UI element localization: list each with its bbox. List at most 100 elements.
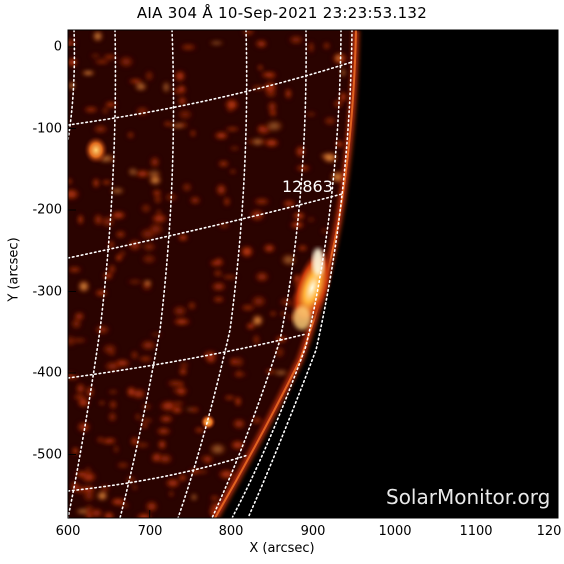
network-mottle	[266, 100, 278, 114]
network-mottle	[195, 469, 210, 475]
y-tick-label: 0	[53, 39, 62, 55]
network-mottle	[92, 124, 109, 134]
network-mottle	[95, 436, 106, 444]
network-mottle	[137, 355, 154, 363]
network-mottle	[223, 395, 237, 401]
network-mottle	[217, 468, 237, 480]
network-mottle	[134, 82, 148, 92]
network-mottle	[93, 289, 109, 297]
network-mottle	[188, 195, 202, 205]
network-mottle	[171, 304, 188, 318]
network-mottle	[262, 80, 279, 95]
network-mottle	[81, 484, 97, 495]
network-mottle	[239, 304, 257, 312]
network-mottle	[319, 153, 334, 159]
network-mottle	[208, 40, 225, 46]
network-mottle	[80, 70, 96, 76]
network-mottle	[134, 105, 150, 117]
network-mottle	[147, 222, 165, 236]
network-mottle	[211, 296, 226, 303]
network-mottle	[264, 368, 276, 375]
network-mottle	[187, 301, 197, 311]
network-mottle	[127, 78, 145, 84]
network-mottle	[173, 69, 187, 83]
network-mottle	[153, 452, 162, 458]
network-mottle	[126, 385, 137, 398]
network-mottle	[93, 324, 111, 335]
network-mottle	[109, 497, 127, 507]
network-mottle	[215, 182, 228, 197]
network-mottle	[74, 508, 90, 515]
network-mottle	[102, 510, 116, 518]
network-mottle	[131, 484, 139, 491]
network-mottle	[212, 269, 223, 278]
network-mottle	[235, 369, 243, 379]
x-tick-label: 600	[55, 524, 81, 539]
network-mottle	[250, 416, 265, 425]
network-mottle	[68, 57, 79, 68]
network-mottle	[228, 146, 241, 151]
network-mottle	[178, 43, 198, 51]
network-mottle	[134, 441, 152, 449]
network-mottle	[241, 30, 256, 37]
network-mottle	[334, 54, 343, 62]
network-mottle	[308, 40, 315, 55]
network-mottle	[229, 169, 237, 174]
network-mottle	[73, 470, 91, 479]
network-mottle	[181, 182, 193, 193]
network-mottle	[340, 66, 347, 79]
chromospheric-network	[68, 30, 349, 518]
active-region-label: 12863	[282, 177, 333, 196]
network-mottle	[306, 217, 316, 223]
network-mottle	[177, 84, 187, 94]
network-mottle	[139, 418, 155, 423]
network-mottle	[141, 241, 158, 252]
network-mottle	[177, 96, 188, 106]
network-mottle	[140, 403, 153, 411]
network-mottle	[146, 169, 163, 178]
network-mottle	[269, 311, 277, 317]
network-mottle	[214, 257, 224, 265]
network-mottle	[108, 399, 118, 411]
network-mottle	[108, 239, 115, 250]
network-mottle	[208, 442, 228, 456]
network-mottle	[139, 339, 158, 351]
network-mottle	[68, 37, 78, 49]
network-mottle	[82, 105, 100, 114]
network-mottle	[92, 59, 112, 65]
network-mottle	[71, 393, 88, 401]
network-mottle	[76, 421, 92, 433]
network-mottle	[134, 412, 142, 421]
network-mottle	[126, 278, 144, 285]
network-mottle	[155, 426, 173, 436]
network-mottle	[322, 41, 331, 50]
network-mottle	[127, 238, 143, 253]
network-mottle	[101, 106, 110, 115]
network-mottle	[92, 177, 100, 189]
network-mottle	[178, 362, 190, 369]
network-mottle	[143, 279, 152, 286]
network-mottle	[127, 167, 138, 177]
network-mottle	[178, 381, 185, 388]
network-mottle	[114, 230, 127, 239]
network-mottle	[217, 160, 230, 168]
network-mottle	[85, 385, 95, 399]
network-mottle	[198, 454, 216, 464]
network-mottle	[226, 107, 235, 113]
network-mottle	[149, 155, 161, 169]
network-mottle	[250, 294, 268, 308]
network-mottle	[251, 137, 264, 147]
network-mottle	[101, 271, 114, 280]
network-mottle	[68, 187, 81, 201]
network-mottle	[253, 38, 269, 49]
network-mottle	[251, 314, 264, 327]
network-mottle	[234, 395, 242, 408]
network-mottle	[189, 129, 197, 138]
network-mottle	[153, 194, 163, 205]
network-mottle	[257, 64, 264, 71]
y-axis-label: Y (arcsec)	[6, 237, 22, 302]
network-mottle	[279, 311, 287, 316]
network-mottle	[231, 417, 247, 430]
network-mottle	[190, 493, 198, 502]
network-mottle	[252, 333, 261, 346]
